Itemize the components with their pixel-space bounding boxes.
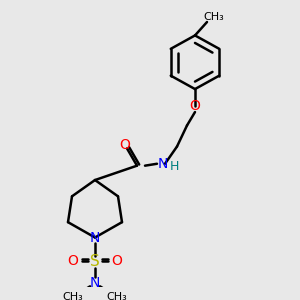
Text: CH₃: CH₃ <box>63 292 83 300</box>
Text: S: S <box>90 254 100 269</box>
Text: N: N <box>90 275 100 290</box>
Text: O: O <box>120 138 130 152</box>
Text: CH₃: CH₃ <box>204 12 224 22</box>
Text: O: O <box>112 254 122 268</box>
Text: O: O <box>190 99 200 113</box>
Text: CH₃: CH₃ <box>106 292 128 300</box>
Text: N: N <box>90 230 100 244</box>
Text: H: H <box>169 160 179 173</box>
Text: O: O <box>68 254 78 268</box>
Text: N: N <box>158 157 168 171</box>
